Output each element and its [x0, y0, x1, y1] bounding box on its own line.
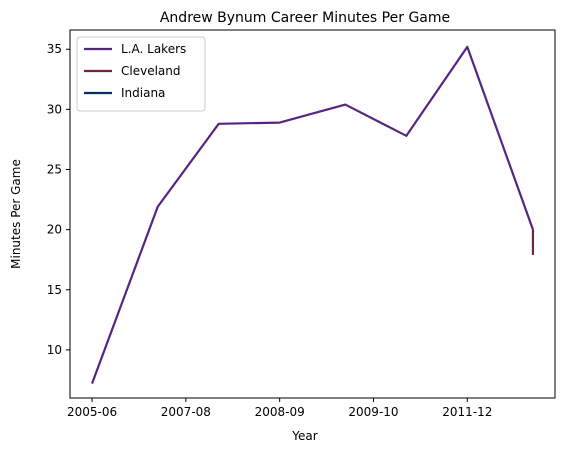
y-tick-label: 25 — [47, 163, 62, 177]
x-tick-label: 2007-08 — [161, 405, 211, 419]
x-tick-label: 2011-12 — [442, 405, 492, 419]
x-tick-label: 2005-06 — [67, 405, 117, 419]
y-tick-label: 15 — [47, 283, 62, 297]
legend-label-cleveland: Cleveland — [121, 64, 181, 78]
y-tick-label: 30 — [47, 102, 62, 116]
legend-label-indiana: Indiana — [121, 86, 165, 100]
series-line-l-a-lakers — [91, 45, 534, 384]
x-axis: 2005-06 2007-08 2008-09 2009-10 2011-12 — [67, 398, 492, 419]
x-tick-label: 2008-09 — [255, 405, 305, 419]
x-axis-label: Year — [291, 429, 317, 443]
plot-frame — [69, 29, 556, 399]
legend-label-l-a-lakers: L.A. Lakers — [121, 42, 186, 56]
y-tick-label: 10 — [47, 343, 62, 357]
y-axis: 10 15 20 25 30 35 — [47, 42, 70, 357]
x-tick-label: 2009-10 — [348, 405, 398, 419]
y-tick-label: 20 — [47, 223, 62, 237]
y-tick-label: 35 — [47, 42, 62, 56]
legend: L.A. Lakers Cleveland Indiana — [76, 36, 206, 112]
y-axis-label: Minutes Per Game — [9, 159, 23, 269]
chart-title: Andrew Bynum Career Minutes Per Game — [160, 10, 450, 26]
plot-area — [91, 45, 535, 384]
